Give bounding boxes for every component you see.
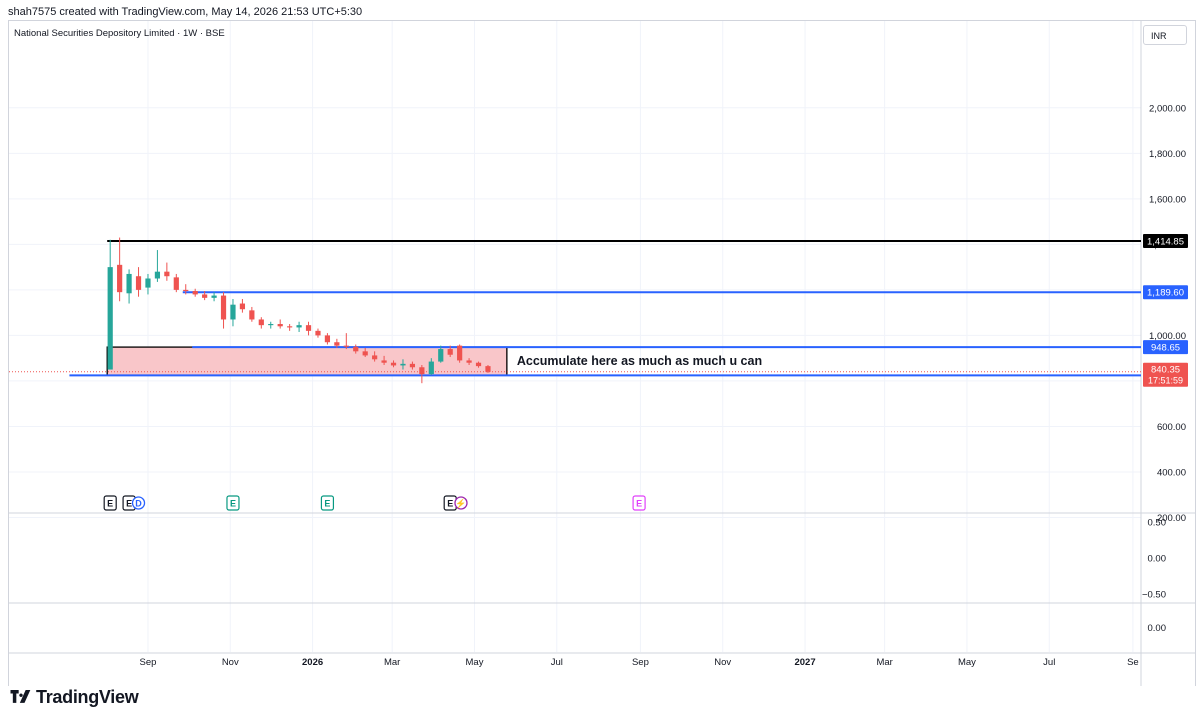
accumulation-zone [106, 346, 508, 377]
last-price-tag [1143, 362, 1188, 387]
candle-body [173, 277, 179, 290]
x-tick-label: May [466, 657, 484, 668]
event-marker-label: E [126, 499, 132, 509]
chart-credit: shah7575 created with TradingView.com, M… [8, 6, 363, 18]
symbol-title: National Securities Depository Limited ·… [14, 28, 225, 39]
event-marker-label: E [447, 499, 453, 509]
zone-annotation: Accumulate here as much as much u can [517, 354, 762, 368]
candle-body [268, 324, 274, 326]
bar-countdown-label: 17:51:59 [1148, 376, 1183, 386]
y-tick-label: 1,600.00 [1149, 194, 1186, 205]
event-marker-label: E [107, 499, 113, 509]
candle-body [485, 366, 491, 372]
candle-body [438, 349, 444, 362]
candle-body [230, 304, 236, 320]
x-tick-label: Sep [632, 657, 649, 668]
x-tick-label: May [958, 657, 976, 668]
candle-body [135, 276, 142, 290]
level-price-tag [1143, 233, 1188, 248]
event-marker [226, 495, 240, 511]
event-marker [632, 495, 646, 511]
y-tick-label: 400.00 [1157, 467, 1186, 478]
tradingview-logo-text: TradingView [36, 686, 139, 707]
level-price-tag [1143, 340, 1188, 355]
candle-body [220, 295, 227, 320]
x-tick-label: Jul [1043, 657, 1055, 668]
candle-body [305, 325, 312, 331]
candle-body [419, 367, 425, 375]
event-marker-label: D [135, 499, 142, 509]
event-marker-label: E [324, 499, 330, 509]
x-tick-label: Se [1127, 657, 1139, 668]
x-tick-label: Mar [384, 657, 400, 668]
candle-body [287, 326, 293, 328]
candle-body [258, 319, 264, 326]
candle-body [324, 335, 331, 343]
level-price-label: 1,189.60 [1147, 288, 1184, 299]
currency-selector[interactable]: INR [1143, 25, 1187, 45]
event-marker-label: ⚡ [455, 498, 466, 510]
candle-body [277, 324, 283, 327]
indicator-tick-label: 0.00 [1148, 554, 1167, 565]
level-price-label: 1,414.85 [1147, 236, 1184, 247]
x-tick-label: Nov [714, 657, 731, 668]
candle-body [315, 330, 321, 336]
x-tick-label: Sep [140, 657, 157, 668]
level-price-label: 948.65 [1151, 343, 1180, 354]
x-tick-label: Nov [222, 657, 239, 668]
last-price-label: 840.35 [1151, 365, 1180, 376]
candle-body [183, 289, 189, 292]
candle-body [466, 360, 472, 363]
candle-body [400, 363, 406, 366]
candle-body [164, 271, 170, 277]
candle-body [126, 273, 132, 294]
candle-body [154, 271, 161, 279]
y-tick-label: 2,000.00 [1149, 103, 1186, 114]
event-marker [320, 495, 335, 511]
candle-body [296, 325, 302, 328]
candle-body [390, 362, 397, 366]
candle-body [211, 295, 217, 298]
candle-body [381, 360, 387, 363]
candle-body [249, 310, 255, 320]
event-marker [103, 495, 117, 511]
y-tick-label: 1,000.00 [1149, 331, 1186, 342]
x-tick-label: 2026 [302, 657, 323, 668]
indicator-tick-label: −0.50 [1142, 590, 1166, 601]
event-marker [454, 496, 468, 510]
candle-body [362, 351, 368, 356]
candle-body [353, 346, 359, 352]
candle-body [107, 267, 113, 370]
candle-body [457, 345, 463, 361]
x-tick-label: 2027 [794, 657, 815, 668]
chart-frame [8, 20, 1196, 686]
candle-body [475, 362, 482, 367]
y-tick-label: 200.00 [1157, 513, 1186, 524]
candle-body [372, 355, 378, 360]
event-marker-label: E [636, 499, 642, 509]
candle-body [334, 342, 340, 346]
candle-body [202, 294, 208, 298]
candle-body [145, 278, 151, 288]
candle-body [447, 349, 453, 355]
candle-body [343, 345, 349, 347]
y-tick-label: 1,800.00 [1149, 149, 1186, 160]
indicator-tick-label: 0.50 [1148, 518, 1167, 529]
candle-body [409, 363, 416, 368]
tradingview-logo[interactable]: TradingView [10, 686, 139, 708]
candle-body [428, 361, 434, 375]
candle-body [117, 264, 123, 293]
x-tick-label: Mar [876, 657, 892, 668]
event-marker-label: E [230, 499, 236, 509]
event-marker [131, 496, 146, 510]
candle-body [192, 291, 198, 295]
indicator-tick-label: 0.00 [1148, 623, 1167, 634]
y-tick-label: 600.00 [1157, 422, 1186, 433]
x-tick-label: Jul [551, 657, 563, 668]
tradingview-logo-icon [10, 690, 31, 703]
level-price-tag [1143, 285, 1188, 300]
candle-body [239, 303, 246, 310]
